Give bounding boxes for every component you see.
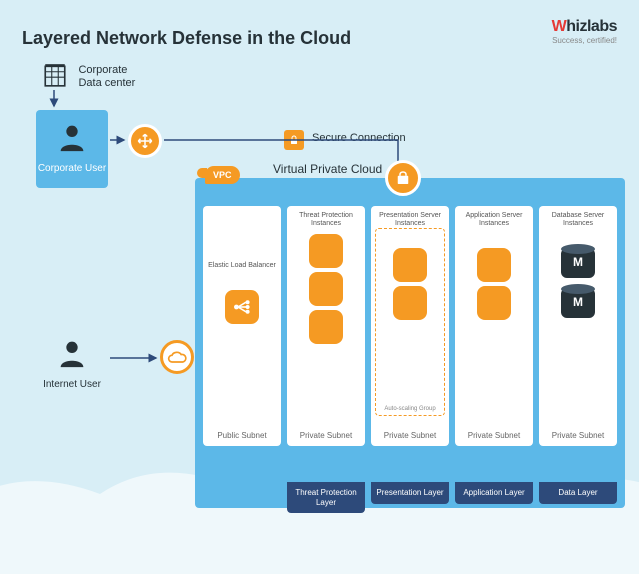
subnet-label: Private Subnet (371, 431, 449, 440)
subnet-label: Private Subnet (455, 431, 533, 440)
col-database: Database Server Instances Private Subnet (539, 206, 617, 446)
layer-footer-data: Data Layer (539, 482, 617, 504)
col-title: Application Server Instances (459, 212, 529, 230)
instance-icon (393, 286, 427, 320)
col-threat: Threat Protection Instances Private Subn… (287, 206, 365, 446)
asg-label: Auto-scaling Group (371, 406, 449, 412)
col-title: Database Server Instances (543, 212, 613, 230)
vpc-container: VPC Virtual Private Cloud Elastic Load B… (195, 178, 625, 508)
database-icon (561, 288, 595, 322)
instance-icon (309, 272, 343, 306)
subnet-label: Public Subnet (203, 431, 281, 440)
instance-icon (393, 248, 427, 282)
layer-footer-threat: Threat Protection Layer (287, 482, 365, 513)
instance-icon (477, 286, 511, 320)
col-presentation: Presentation Server Instances Auto-scali… (371, 206, 449, 446)
instance-icon (309, 310, 343, 344)
instance-icon (309, 234, 343, 268)
vpc-badge: VPC (205, 166, 240, 184)
col-title: Presentation Server Instances (375, 212, 445, 230)
layer-footer-presentation: Presentation Layer (371, 482, 449, 504)
elb-icon (225, 290, 259, 324)
instance-icon (477, 248, 511, 282)
subnet-label: Private Subnet (539, 431, 617, 440)
database-icon (561, 248, 595, 282)
lock-bag-icon (385, 160, 421, 196)
col-elb: Elastic Load Balancer Public Subnet (203, 206, 281, 446)
vpc-title: Virtual Private Cloud (273, 162, 382, 176)
layer-footer-application: Application Layer (455, 482, 533, 504)
subnet-label: Private Subnet (287, 431, 365, 440)
col-title: Threat Protection Instances (291, 212, 361, 230)
col-title: Elastic Load Balancer (207, 262, 277, 280)
col-application: Application Server Instances Private Sub… (455, 206, 533, 446)
